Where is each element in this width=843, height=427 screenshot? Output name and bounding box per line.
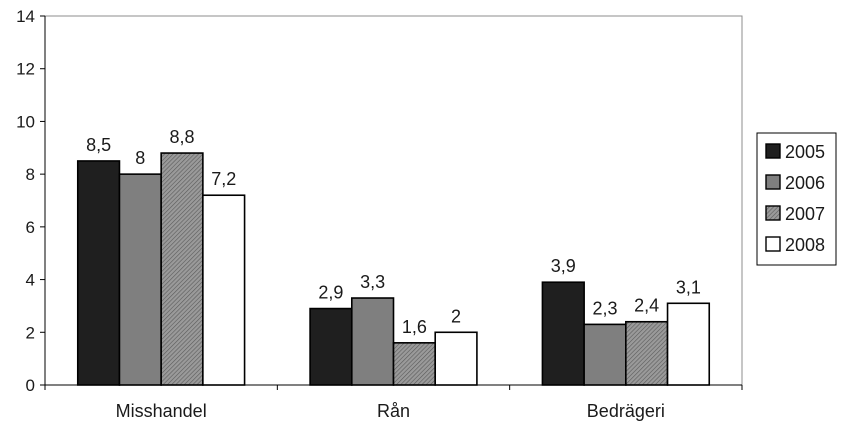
y-tick-label: 2 [26,323,35,342]
y-tick-label: 12 [16,60,35,79]
data-label: 8 [135,148,145,168]
bar-2005-misshandel [78,161,120,385]
data-label: 2 [451,306,461,326]
data-label: 8,5 [86,135,111,155]
y-ticks: 0 2 4 6 8 10 12 14 [16,7,45,395]
data-label: 3,1 [676,277,701,297]
data-label: 2,3 [592,298,617,318]
y-tick-label: 0 [26,376,35,395]
bar-2007-misshandel [161,153,203,385]
legend-label-2006: 2006 [785,173,825,193]
data-label: 8,8 [170,127,195,147]
category-label: Rån [377,401,410,421]
legend-label-2008: 2008 [785,235,825,255]
legend-swatch-2005 [766,144,780,158]
legend: 2005 2006 2007 2008 [757,133,836,265]
category-labels: Misshandel Rån Bedrägeri [116,401,665,421]
legend-label-2007: 2007 [785,204,825,224]
bar-2008-rån [435,332,477,385]
bar-2006-misshandel [119,174,161,385]
data-label: 3,9 [551,256,576,276]
y-tick-label: 14 [16,7,35,26]
bar-2008-bedrägeri [668,303,710,385]
bar-2007-bedrägeri [626,322,668,385]
bar-2006-bedrägeri [584,324,626,385]
data-label: 3,3 [360,272,385,292]
bar-2008-misshandel [203,195,245,385]
legend-swatch-2007 [766,206,780,220]
y-tick-label: 4 [26,271,35,290]
legend-swatch-2006 [766,175,780,189]
bar-2006-rån [352,298,394,385]
category-label: Bedrägeri [587,401,665,421]
bar-2007-rån [394,343,436,385]
data-label: 2,9 [318,283,343,303]
legend-swatch-2008 [766,237,780,251]
bar-2005-bedrägeri [542,282,584,385]
bar-2005-rån [310,309,352,385]
data-label: 7,2 [211,169,236,189]
data-label: 1,6 [402,317,427,337]
y-tick-label: 6 [26,218,35,237]
data-label: 2,4 [634,296,659,316]
category-label: Misshandel [116,401,207,421]
y-tick-label: 10 [16,112,35,131]
legend-label-2005: 2005 [785,142,825,162]
y-tick-label: 8 [26,165,35,184]
